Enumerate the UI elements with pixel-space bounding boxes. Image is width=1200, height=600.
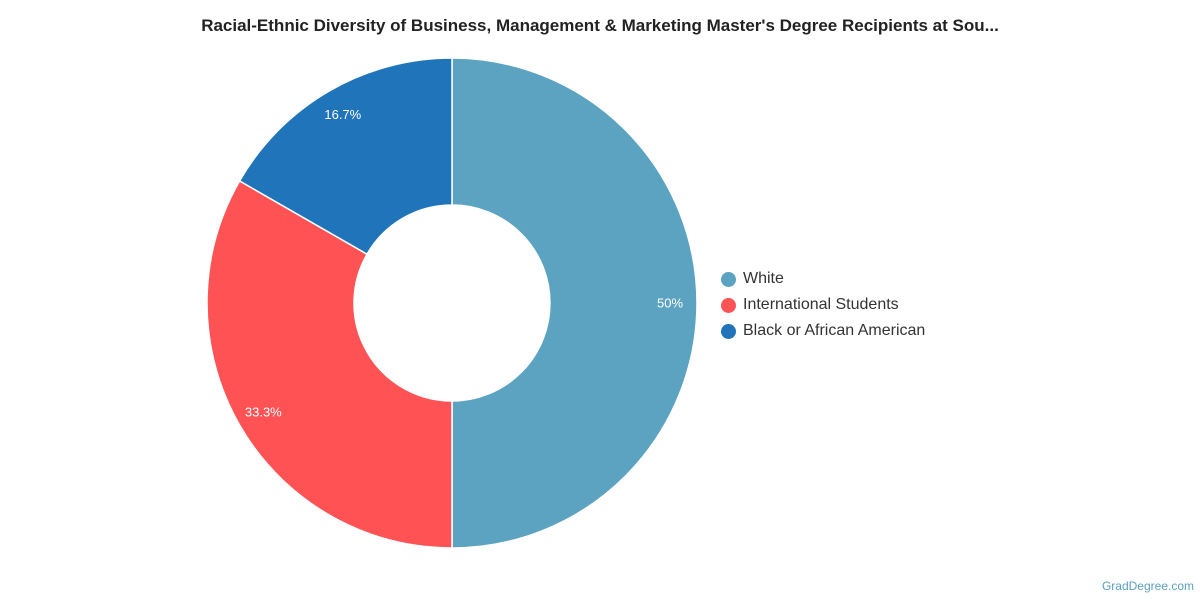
legend-label: Black or African American <box>743 322 926 339</box>
slice-black-or-african-american[interactable] <box>238 57 453 256</box>
slice-labels-group: 50% 33.3% 16.7% <box>245 107 684 420</box>
legend-swatch <box>721 271 736 287</box>
slices-group <box>206 57 698 549</box>
slice-label-white: 50% <box>657 296 683 311</box>
chart-title: Racial-Ethnic Diversity of Business, Man… <box>201 16 999 35</box>
legend-label: White <box>743 270 784 287</box>
slice-label-international-students: 33.3% <box>245 405 282 420</box>
legend-label: International Students <box>743 296 899 313</box>
slice-international-students[interactable] <box>206 179 453 549</box>
legend-swatch <box>721 297 736 313</box>
legend-item-international-students[interactable]: International Students <box>721 292 925 318</box>
watermark: GradDegree.com <box>1101 579 1194 593</box>
slice-label-black-or-african-american: 16.7% <box>324 107 361 122</box>
legend: White International Students Black or Afri… <box>721 266 925 344</box>
legend-item-white[interactable]: White <box>721 266 925 292</box>
legend-item-black-or-african-american[interactable]: Black or African American <box>721 318 925 344</box>
legend-swatch <box>721 323 736 339</box>
slice-white[interactable] <box>451 57 698 549</box>
